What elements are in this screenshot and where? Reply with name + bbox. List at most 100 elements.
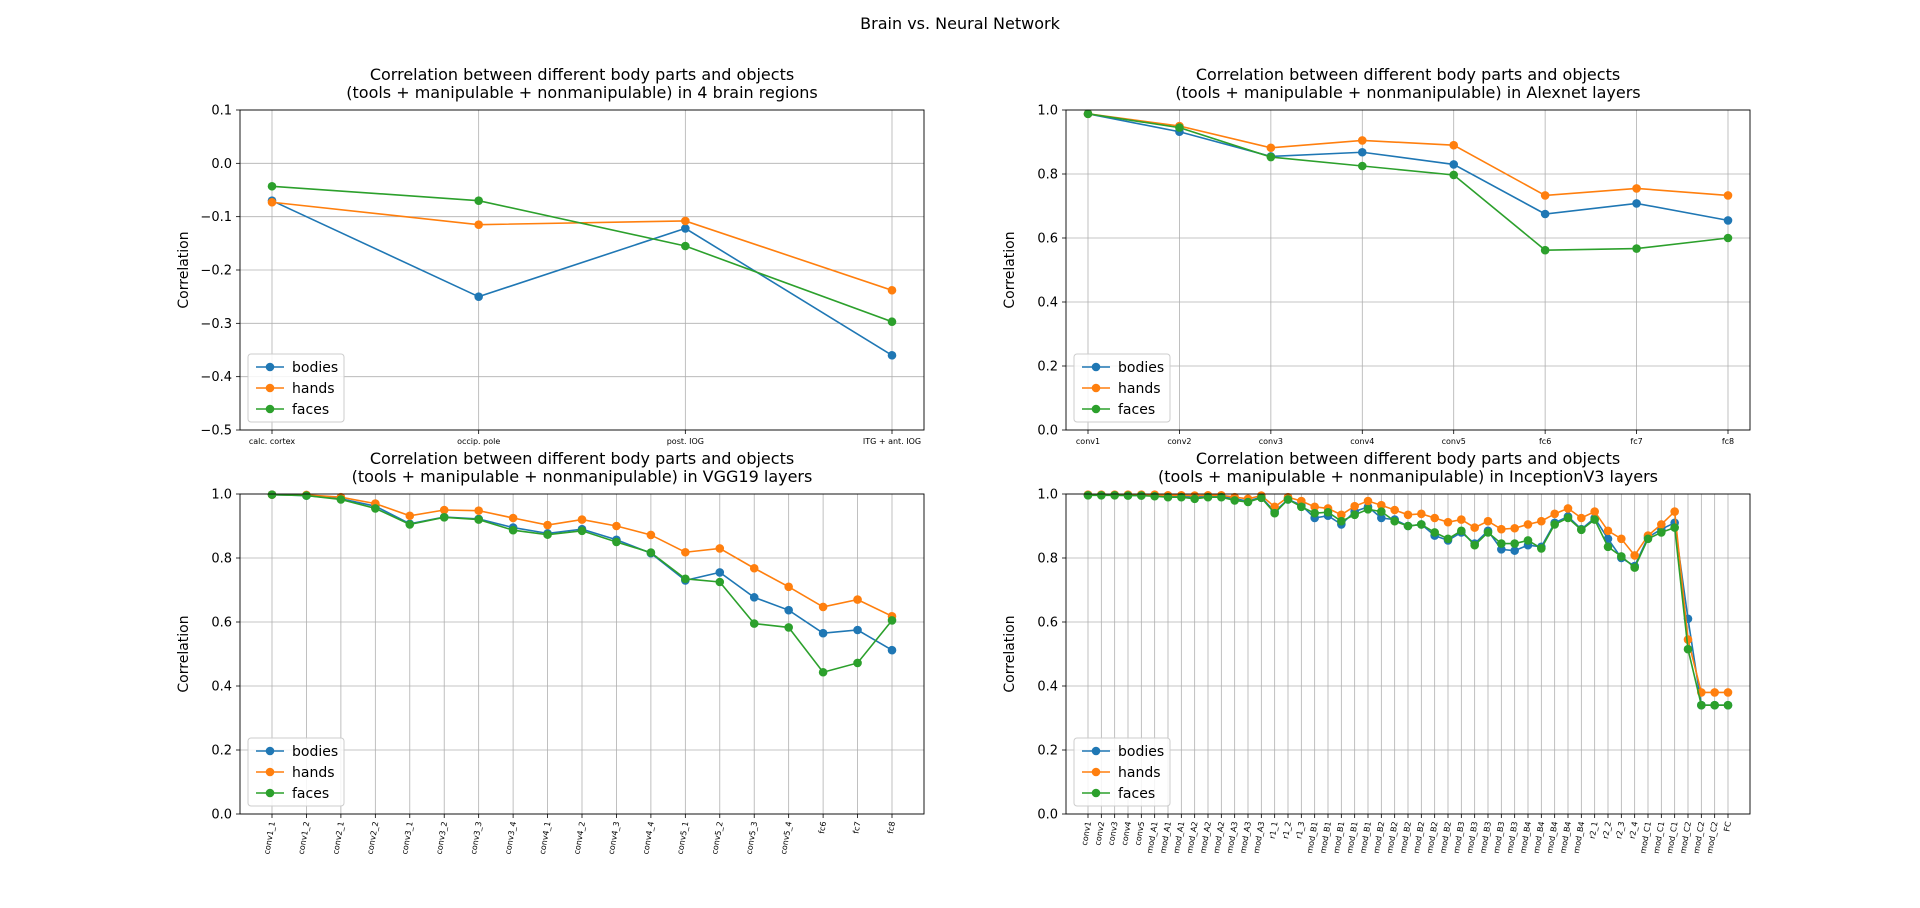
data-point-hands xyxy=(474,506,483,515)
data-point-faces xyxy=(1337,516,1346,526)
data-point-faces xyxy=(439,513,449,522)
x-tick-label: mod_A3 xyxy=(1238,821,1252,854)
data-point-hands xyxy=(439,505,449,515)
data-point-faces xyxy=(1350,510,1359,520)
x-tick-label: r2_4 xyxy=(1628,821,1640,840)
x-tick-label: conv3_1 xyxy=(400,821,415,855)
x-tick-label: conv4 xyxy=(1120,821,1133,846)
legend-label-hands: hands xyxy=(292,765,335,781)
data-point-bodies xyxy=(887,351,897,360)
subplot-4: 0.0 0.2 0.4 0.6 0.8 1.0 conv1 conv2 conv3 conv4 co… xyxy=(1002,449,1751,855)
x-tick-label: occip. pole xyxy=(457,437,500,446)
data-point-faces xyxy=(887,616,897,625)
data-point-hands xyxy=(1550,509,1559,519)
y-axis-label: Correlation xyxy=(1002,615,1018,692)
x-tick-label: mod_B4 xyxy=(1558,821,1572,854)
legend-box xyxy=(1073,353,1171,423)
data-point-bodies xyxy=(1377,513,1386,523)
x-tick-label: conv5_4 xyxy=(779,821,794,855)
x-tick-label: conv5 xyxy=(1442,437,1466,446)
data-point-hands xyxy=(1510,523,1519,533)
data-point-hands xyxy=(1390,505,1399,515)
data-point-hands xyxy=(1270,502,1279,512)
x-tick-label: mod_A2 xyxy=(1198,821,1212,854)
data-point-hands xyxy=(853,595,862,604)
data-point-hands xyxy=(1683,635,1693,644)
x-tick-label: conv3_2 xyxy=(435,821,450,855)
data-point-bodies xyxy=(474,292,483,301)
legend-label-faces: faces xyxy=(1118,402,1155,418)
legend-label-bodies: bodies xyxy=(1118,360,1164,376)
y-tick-label: 0.8 xyxy=(211,552,232,567)
x-tick-label: conv3_3 xyxy=(469,821,484,855)
axes-frame xyxy=(1065,109,1751,431)
subplot-1: −0.5 −0.4 −0.3 −0.2 −0.1 0.0 0.1 calc. cortex oc… xyxy=(176,65,925,446)
legend-label-hands: hands xyxy=(1118,381,1161,397)
y-tick-label: −0.4 xyxy=(200,370,232,385)
x-tick-label: fc7 xyxy=(852,821,863,835)
data-point-faces xyxy=(1363,505,1373,514)
data-point-hands xyxy=(1563,504,1573,513)
x-tick-label: conv3_4 xyxy=(503,821,518,855)
data-point-hands xyxy=(1497,524,1506,534)
x-tick-label: mod_C2 xyxy=(1678,821,1692,855)
data-point-faces xyxy=(853,658,862,668)
x-tick-label: fc6 xyxy=(1539,437,1551,446)
x-tick-label: mod_B2 xyxy=(1438,821,1452,854)
data-point-bodies xyxy=(853,625,862,635)
x-tick-label: conv4 xyxy=(1350,437,1374,446)
data-point-faces xyxy=(681,574,690,584)
data-point-hands xyxy=(577,515,587,524)
data-point-faces xyxy=(715,577,725,587)
x-tick-label: mod_B2 xyxy=(1372,821,1386,854)
data-point-hands xyxy=(1537,516,1546,526)
x-tick-label: mod_B2 xyxy=(1412,821,1426,854)
data-point-hands xyxy=(887,285,897,295)
x-tick-label: conv1 xyxy=(1076,437,1100,446)
data-point-faces xyxy=(1283,495,1293,504)
data-point-faces xyxy=(474,515,483,524)
data-point-faces xyxy=(1577,525,1586,535)
data-point-faces xyxy=(1723,700,1733,710)
x-tick-label: fc6 xyxy=(817,821,828,835)
data-point-faces xyxy=(508,525,518,535)
y-tick-label: 0.8 xyxy=(1037,552,1058,567)
y-axis-label: Correlation xyxy=(176,615,192,692)
x-tick-label: FC xyxy=(1722,820,1733,832)
data-point-hands xyxy=(1630,551,1639,560)
x-tick-label: fc7 xyxy=(1630,437,1642,446)
y-tick-label: 0.6 xyxy=(1037,232,1058,247)
data-point-hands xyxy=(1430,513,1439,523)
x-tick-label: mod_B2 xyxy=(1398,821,1412,854)
data-point-hands xyxy=(1443,517,1453,527)
legend-marker-bodies xyxy=(265,746,275,756)
data-point-faces xyxy=(1297,502,1306,512)
data-point-faces xyxy=(1497,539,1506,548)
legend-marker-hands xyxy=(1091,767,1101,777)
data-point-faces xyxy=(612,537,621,547)
data-point-faces xyxy=(1230,496,1239,505)
data-point-faces xyxy=(1257,493,1266,503)
x-tick-label: conv4_3 xyxy=(607,821,622,855)
x-tick-label: mod_B4 xyxy=(1518,821,1532,854)
x-tick-label: r1_3 xyxy=(1294,821,1306,840)
data-point-bodies xyxy=(784,605,793,615)
data-point-hands xyxy=(1723,191,1733,200)
legend-label-bodies: bodies xyxy=(1118,744,1164,760)
data-point-hands xyxy=(1470,523,1479,532)
x-tick-label: mod_A3 xyxy=(1225,821,1239,854)
x-tick-label: conv2_1 xyxy=(331,821,346,855)
x-tick-label: fc8 xyxy=(1722,437,1734,446)
data-point-faces xyxy=(267,181,277,191)
data-point-faces xyxy=(1670,523,1679,532)
x-tick-label: mod_B3 xyxy=(1478,821,1492,854)
data-point-faces xyxy=(1523,536,1533,545)
data-point-faces xyxy=(887,317,897,327)
x-tick-label: mod_B1 xyxy=(1318,821,1332,854)
data-point-faces xyxy=(1657,528,1666,537)
data-point-faces xyxy=(1390,516,1399,526)
data-point-faces xyxy=(1483,528,1493,537)
data-point-hands xyxy=(267,197,277,207)
data-point-faces xyxy=(1203,492,1213,502)
y-tick-label: 0.4 xyxy=(211,680,232,695)
